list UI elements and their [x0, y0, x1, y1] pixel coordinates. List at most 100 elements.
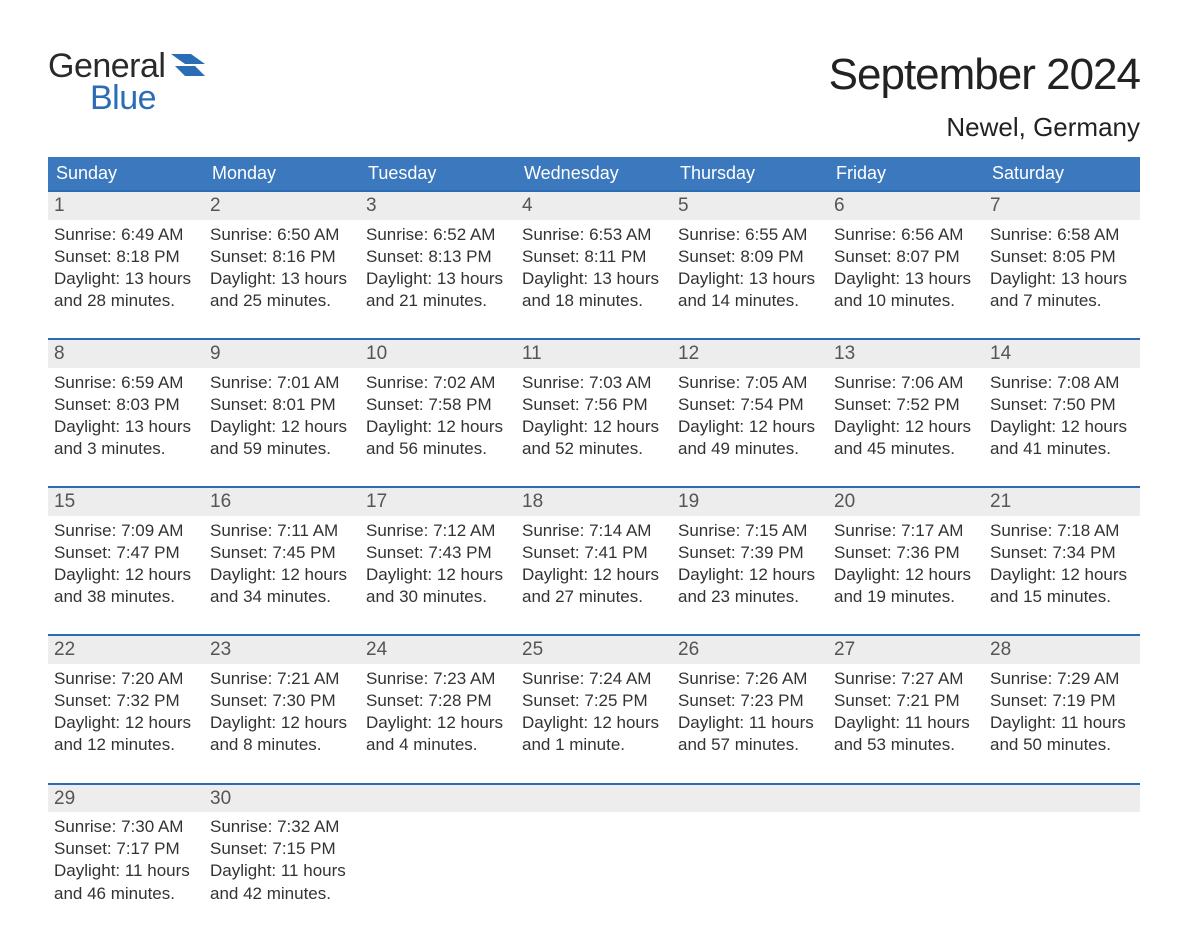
day-number: 13: [828, 340, 984, 368]
day-body: Sunrise: 7:20 AMSunset: 7:32 PMDaylight:…: [48, 664, 204, 756]
sunrise-text: Sunrise: 6:53 AM: [522, 224, 666, 246]
sunset-text: Sunset: 7:28 PM: [366, 690, 510, 712]
sunset-text: Sunset: 8:09 PM: [678, 246, 822, 268]
day-cell: 21Sunrise: 7:18 AMSunset: 7:34 PMDayligh…: [984, 488, 1140, 608]
day-number: 7: [984, 192, 1140, 220]
day-cell: 27Sunrise: 7:27 AMSunset: 7:21 PMDayligh…: [828, 636, 984, 756]
day-body: Sunrise: 6:50 AMSunset: 8:16 PMDaylight:…: [204, 220, 360, 312]
week-row: 15Sunrise: 7:09 AMSunset: 7:47 PMDayligh…: [48, 486, 1140, 608]
day-cell: 8Sunrise: 6:59 AMSunset: 8:03 PMDaylight…: [48, 340, 204, 460]
sunset-text: Sunset: 8:16 PM: [210, 246, 354, 268]
month-title: September 2024: [829, 50, 1140, 100]
week-row: 1 Sunrise: 6:49 AMSunset: 8:18 PM Daylight…: [48, 190, 1140, 312]
day-number: 14: [984, 340, 1140, 368]
day-cell: 4Sunrise: 6:53 AMSunset: 8:11 PMDaylight…: [516, 192, 672, 312]
weekday-header: Friday: [828, 157, 984, 190]
day-body: Sunrise: 7:03 AMSunset: 7:56 PMDaylight:…: [516, 368, 672, 460]
day-number: 23: [204, 636, 360, 664]
daylight-text: and 25 minutes.: [210, 290, 354, 312]
day-number: 11: [516, 340, 672, 368]
day-number: 19: [672, 488, 828, 516]
daylight-text: Daylight: 12 hours: [678, 564, 822, 586]
sunrise-text: Sunrise: 7:26 AM: [678, 668, 822, 690]
sunrise-text: Sunrise: 7:05 AM: [678, 372, 822, 394]
day-cell: 5Sunrise: 6:55 AMSunset: 8:09 PMDaylight…: [672, 192, 828, 312]
sunset-text: Sunset: 7:52 PM: [834, 394, 978, 416]
logo: General Blue: [48, 50, 205, 115]
daylight-text: Daylight: 13 hours: [678, 268, 822, 290]
day-body: Sunrise: 7:11 AMSunset: 7:45 PMDaylight:…: [204, 516, 360, 608]
logo-text-blue: Blue: [90, 82, 165, 114]
sunrise-text: Sunrise: 7:14 AM: [522, 520, 666, 542]
daylight-text: and 59 minutes.: [210, 438, 354, 460]
sunrise-text: Sunrise: 7:24 AM: [522, 668, 666, 690]
day-cell: 30Sunrise: 7:32 AMSunset: 7:15 PMDayligh…: [204, 785, 360, 905]
daylight-text: and 1 minute.: [522, 734, 666, 756]
day-number: 22: [48, 636, 204, 664]
daylight-text: and 34 minutes.: [210, 586, 354, 608]
day-cell: 14Sunrise: 7:08 AMSunset: 7:50 PMDayligh…: [984, 340, 1140, 460]
day-body: Sunrise: 7:08 AMSunset: 7:50 PMDaylight:…: [984, 368, 1140, 460]
daylight-text: and 42 minutes.: [210, 883, 354, 905]
sunset-text: Sunset: 7:39 PM: [678, 542, 822, 564]
sunset-text: Sunset: 7:56 PM: [522, 394, 666, 416]
day-cell: 17Sunrise: 7:12 AMSunset: 7:43 PMDayligh…: [360, 488, 516, 608]
daylight-text: and 7 minutes.: [990, 290, 1134, 312]
daylight-text: and 53 minutes.: [834, 734, 978, 756]
day-body: Sunrise: 6:55 AMSunset: 8:09 PMDaylight:…: [672, 220, 828, 312]
sunset-text: Sunset: 7:15 PM: [210, 838, 354, 860]
daylight-text: and 4 minutes.: [366, 734, 510, 756]
daylight-text: and 52 minutes.: [522, 438, 666, 460]
daylight-text: and 15 minutes.: [990, 586, 1134, 608]
sunrise-text: Sunrise: 7:17 AM: [834, 520, 978, 542]
day-cell: 25Sunrise: 7:24 AMSunset: 7:25 PMDayligh…: [516, 636, 672, 756]
weekday-header: Sunday: [48, 157, 204, 190]
week-row: 8Sunrise: 6:59 AMSunset: 8:03 PMDaylight…: [48, 338, 1140, 460]
daylight-text: Daylight: 13 hours: [54, 416, 198, 438]
day-number: 1: [48, 192, 204, 220]
day-number: 17: [360, 488, 516, 516]
weekday-header: Thursday: [672, 157, 828, 190]
daylight-text: Daylight: 13 hours: [522, 268, 666, 290]
daylight-text: and 38 minutes.: [54, 586, 198, 608]
day-body: Sunrise: 7:24 AMSunset: 7:25 PMDaylight:…: [516, 664, 672, 756]
day-number: 16: [204, 488, 360, 516]
sunset-text: Sunset: 8:05 PM: [990, 246, 1134, 268]
sunset-text: Sunset: 8:13 PM: [366, 246, 510, 268]
sunrise-text: Sunrise: 7:11 AM: [210, 520, 354, 542]
flag-icon: [171, 54, 205, 82]
sunset-text: Sunset: 7:25 PM: [522, 690, 666, 712]
daylight-text: and 23 minutes.: [678, 586, 822, 608]
daylight-text: Daylight: 12 hours: [210, 416, 354, 438]
day-body: Sunrise: 7:21 AMSunset: 7:30 PMDaylight:…: [204, 664, 360, 756]
daylight-text: and 19 minutes.: [834, 586, 978, 608]
sunset-text: Sunset: 8:11 PM: [522, 246, 666, 268]
day-cell: 26Sunrise: 7:26 AMSunset: 7:23 PMDayligh…: [672, 636, 828, 756]
day-cell: 12Sunrise: 7:05 AMSunset: 7:54 PMDayligh…: [672, 340, 828, 460]
sunset-text: Sunset: 8:18 PM: [54, 246, 198, 268]
daylight-text: Daylight: 13 hours: [990, 268, 1134, 290]
daylight-text: Daylight: 11 hours: [210, 860, 354, 882]
day-body: Sunrise: 7:14 AMSunset: 7:41 PMDaylight:…: [516, 516, 672, 608]
logo-text-general: General: [48, 50, 165, 82]
day-number: 2: [204, 192, 360, 220]
sunset-text: Sunset: 7:32 PM: [54, 690, 198, 712]
day-body: Sunrise: 7:29 AMSunset: 7:19 PMDaylight:…: [984, 664, 1140, 756]
daylight-text: Daylight: 12 hours: [54, 712, 198, 734]
weekday-header-row: Sunday Monday Tuesday Wednesday Thursday…: [48, 157, 1140, 190]
day-cell: 19 Sunrise: 7:15 AMSunset: 7:39 PMDayligh…: [672, 488, 828, 608]
day-number: 26: [672, 636, 828, 664]
day-number: 27: [828, 636, 984, 664]
sunrise-text: Sunrise: 7:15 AM: [678, 520, 822, 542]
sunrise-text: Sunrise: 6:59 AM: [54, 372, 198, 394]
daylight-text: Daylight: 11 hours: [54, 860, 198, 882]
location: Newel, Germany: [829, 112, 1140, 143]
day-body: Sunrise: 6:58 AMSunset: 8:05 PMDaylight:…: [984, 220, 1140, 312]
sunrise-text: Sunrise: 7:20 AM: [54, 668, 198, 690]
day-number: [984, 785, 1140, 813]
daylight-text: Daylight: 12 hours: [990, 416, 1134, 438]
daylight-text: Daylight: 12 hours: [366, 712, 510, 734]
daylight-text: Daylight: 11 hours: [834, 712, 978, 734]
sunrise-text: Sunrise: 6:49 AM: [54, 224, 198, 246]
daylight-text: Daylight: 11 hours: [990, 712, 1134, 734]
